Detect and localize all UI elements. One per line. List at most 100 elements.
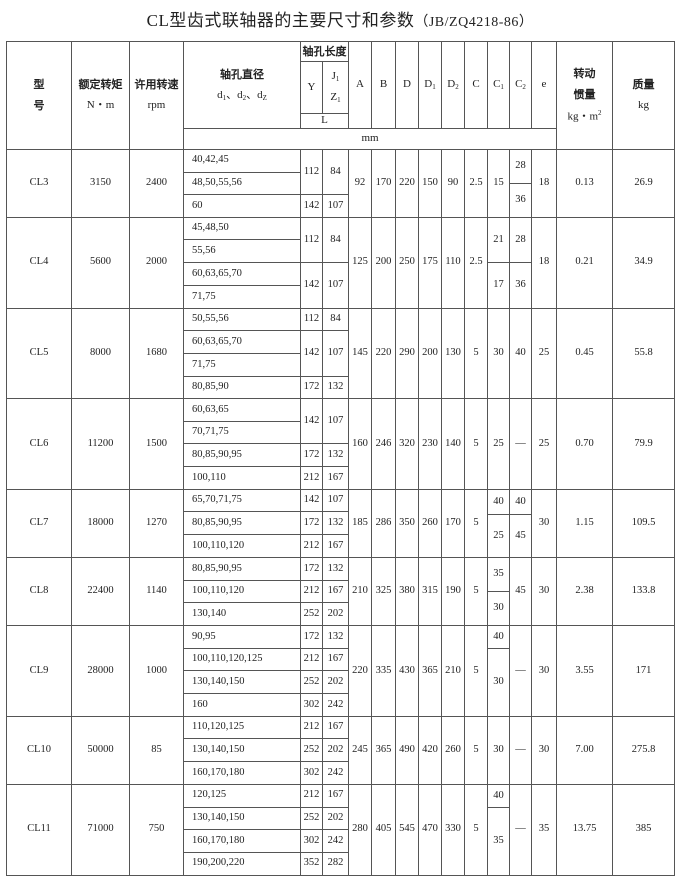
dim-c2-cell: 40 45 <box>509 488 532 558</box>
header-bore-diameter: 轴孔直径 d1、d2、dZ <box>183 41 301 129</box>
dim-e-cell: 18 <box>531 216 557 309</box>
mass-cell: 34.9 <box>612 216 675 309</box>
inertia-cell: 0.21 <box>556 216 613 309</box>
mass-cell: 133.8 <box>612 556 675 627</box>
speed-cell: 1680 <box>129 307 184 400</box>
dim-b-cell: 246 <box>371 398 396 490</box>
dim-c-cell: 5 <box>464 556 488 627</box>
table-row: 100,110,120 212 167 <box>7 534 675 558</box>
table-row: 160 302 242 <box>7 693 675 717</box>
bore-diameter-cell: 160 <box>183 693 301 717</box>
length-y-cell: 352 <box>300 851 323 876</box>
dim-c2-cell-value: 40 <box>515 495 526 507</box>
speed-cell: 1000 <box>129 625 184 717</box>
dim-c1-cell-value: 21 <box>493 233 504 245</box>
mass-cell: 79.9 <box>612 398 675 490</box>
table-row: CL11 71000 750 120,125 212 167 280 405 545 470 330… <box>6 783 675 876</box>
length-j1-cell: 84 <box>322 216 349 263</box>
dim-c1-cell-value: 15 <box>493 177 504 189</box>
dim-b-cell: 405 <box>371 783 396 876</box>
inertia-cell: 3.55 <box>556 625 613 717</box>
length-j1-cell: 84 <box>322 148 349 196</box>
length-y-cell: 212 <box>300 715 323 740</box>
dim-c1-cell: 35 30 <box>487 556 510 627</box>
table-row: 60,63,65,70 142 107 <box>7 261 675 309</box>
length-j1-cell: 167 <box>322 466 349 490</box>
dim-c2-cell: 40 <box>509 307 532 400</box>
dim-d1-cell: 365 <box>418 625 442 717</box>
dim-d-cell: 320 <box>395 398 419 490</box>
header-dim: B <box>371 41 396 129</box>
dim-a-cell: 125 <box>348 216 372 309</box>
dim-b-cell: 325 <box>371 556 396 627</box>
table-row: 71,75 <box>7 285 675 309</box>
dim-c-cell: 2.5 <box>464 148 488 218</box>
dim-c2-cell-value: — <box>515 744 526 756</box>
dim-e-cell: 30 <box>531 488 557 558</box>
length-j1-cell: 107 <box>322 329 349 377</box>
torque-cell: 22400 <box>71 556 130 627</box>
dim-a-cell: 160 <box>348 398 372 490</box>
length-y-cell: 172 <box>300 556 323 581</box>
bore-diameter-cell: 71,75 <box>183 285 301 309</box>
header-unit-mm: mm <box>183 127 557 150</box>
torque-cell: 71000 <box>71 783 130 876</box>
bore-diameter-cell: 110,120,125 <box>183 715 301 740</box>
dim-c2-cell-value: — <box>515 664 526 676</box>
torque-cell: 3150 <box>71 148 130 218</box>
dim-c2-cell-value: — <box>515 437 526 449</box>
dim-d1-cell: 420 <box>418 715 442 785</box>
mass-cell: 109.5 <box>612 488 675 558</box>
length-y-cell: 172 <box>300 511 323 536</box>
dim-b-cell: 335 <box>371 625 396 717</box>
dim-c1-cell-value: 30 <box>493 744 504 756</box>
bore-diameter-cell: 130,140 <box>183 602 301 627</box>
dim-c2-cell: — <box>509 783 532 876</box>
dim-e-cell: 25 <box>531 398 557 490</box>
dim-a-cell: 220 <box>348 625 372 717</box>
table-row: CL5 8000 1680 50,55,56 112 84 145 220 290 200 130 5… <box>6 307 675 400</box>
dim-d-cell: 250 <box>395 216 419 309</box>
table-row: CL7 18000 1270 65,70,71,75 142 107 185 286 350 26… <box>6 488 675 558</box>
length-j1-cell: 132 <box>322 375 349 400</box>
bore-diameter-cell: 130,140,150 <box>183 670 301 695</box>
model-cell: CL10 <box>6 715 72 785</box>
model-cell: CL7 <box>6 488 72 558</box>
table-row: CL10 50000 85 110,120,125 212 167 245 365 490 420… <box>6 715 675 785</box>
inertia-cell: 2.38 <box>556 556 613 627</box>
dim-e-cell: 18 <box>531 148 557 218</box>
table-row: CL6 11200 1500 60,63,65 142 107 160 246 320 230 14… <box>6 398 675 490</box>
bore-diameter-cell: 60 <box>183 194 301 218</box>
dim-c1-cell-value: 25 <box>488 514 509 557</box>
dim-c1-cell-value: 30 <box>493 347 504 359</box>
mass-cell: 275.8 <box>612 715 675 785</box>
bore-diameter-cell: 70,71,75 <box>183 420 301 445</box>
torque-cell: 18000 <box>71 488 130 558</box>
model-cell: CL11 <box>6 783 72 876</box>
dim-d2-cell: 170 <box>441 488 465 558</box>
dim-c1-cell-value: 30 <box>488 591 509 625</box>
bore-diameter-cell: 80,85,90,95 <box>183 511 301 536</box>
dim-a-cell: 92 <box>348 148 372 218</box>
length-y-cell: 142 <box>300 488 323 513</box>
header-model: 型号 <box>6 41 72 150</box>
title-standard: （JB/ZQ4218-86） <box>414 15 534 30</box>
inertia-cell: 0.45 <box>556 307 613 400</box>
length-j1-cell: 107 <box>322 488 349 513</box>
dim-d2-cell: 110 <box>441 216 465 309</box>
header-l: L <box>300 112 349 129</box>
header-dim: D1 <box>418 41 442 129</box>
bore-diameter-cell: 160,170,180 <box>183 829 301 853</box>
dim-e-cell: 30 <box>531 715 557 785</box>
table-row: CL9 28000 1000 90,95 172 132 220 335 430 365 210 5 4… <box>6 625 675 717</box>
dim-c2-cell-value: 28 <box>515 233 526 245</box>
length-y-cell: 142 <box>300 398 323 445</box>
speed-cell: 1140 <box>129 556 184 627</box>
dim-a-cell: 210 <box>348 556 372 627</box>
table-row: 60,63,65,70 142 107 <box>7 329 675 377</box>
table-row: 71,75 <box>7 353 675 377</box>
dim-d-cell: 430 <box>395 625 419 717</box>
bore-diameter-cell: 100,110,120,125 <box>183 647 301 672</box>
length-j1-cell: 132 <box>322 443 349 468</box>
dim-c2-cell: 28 36 <box>509 148 532 218</box>
